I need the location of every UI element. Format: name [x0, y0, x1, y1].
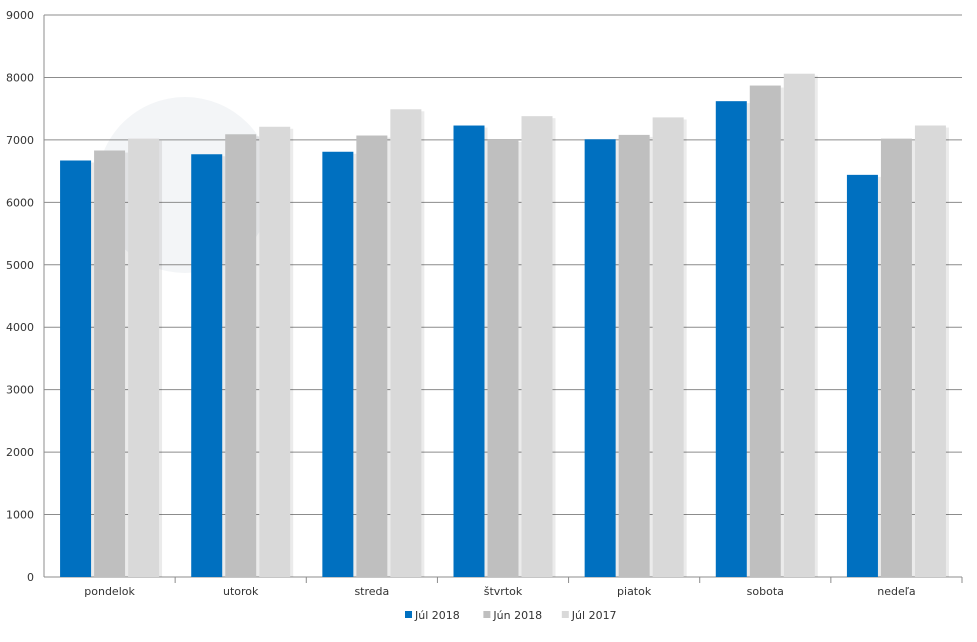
y-axis: 0 1000 2000 3000 4000 5000 6000 7000 8000 9000: [6, 9, 962, 584]
x-tick-label: štvrtok: [484, 585, 523, 598]
legend-swatch: [405, 611, 412, 618]
bar-5-0: [715, 101, 747, 577]
bar-5-2: [783, 73, 815, 577]
x-tick-label: nedeľa: [877, 585, 915, 598]
legend-label: Júl 2017: [571, 609, 617, 622]
y-tick-label: 2000: [6, 446, 34, 459]
legend-swatch: [561, 611, 569, 618]
bar-3-1: [487, 139, 519, 577]
bar-0-2: [128, 138, 160, 577]
bar-2-0: [322, 151, 354, 577]
bar-4-2: [652, 117, 684, 578]
bar-5-1: [749, 85, 781, 577]
y-tick-label: 7000: [6, 134, 34, 147]
bar-1-1: [225, 134, 257, 577]
legend-label: Jún 2018: [492, 609, 542, 622]
bar-2-2: [390, 109, 422, 578]
x-tick-label: streda: [354, 585, 389, 598]
bars: [60, 73, 949, 578]
y-tick-label: 1000: [6, 509, 34, 522]
bar-6-2: [914, 125, 946, 577]
x-tick-label: sobota: [747, 585, 784, 598]
legend-label: Júl 2018: [414, 609, 460, 622]
bar-3-2: [521, 116, 553, 577]
bar-2-1: [356, 135, 388, 578]
bar-6-1: [880, 138, 912, 577]
x-tick-label: utorok: [223, 585, 259, 598]
bar-4-1: [618, 134, 650, 578]
bar-3-0: [453, 125, 485, 577]
y-tick-label: 6000: [6, 196, 34, 209]
y-tick-label: 0: [27, 571, 34, 584]
legend: Júl 2018 Jún 2018 Júl 2017: [405, 609, 617, 622]
y-tick-label: 8000: [6, 71, 34, 84]
y-tick-label: 9000: [6, 9, 34, 22]
bar-0-0: [60, 160, 92, 578]
x-tick-label: piatok: [617, 585, 652, 598]
x-axis: pondelok utorok streda štvrtok piatok sobota n…: [84, 577, 963, 598]
legend-swatch: [483, 611, 491, 618]
bar-4-0: [584, 139, 616, 577]
y-tick-label: 4000: [6, 321, 34, 334]
bar-0-1: [94, 150, 126, 577]
y-tick-label: 5000: [6, 259, 34, 272]
bar-1-0: [191, 154, 223, 578]
y-tick-label: 3000: [6, 384, 34, 397]
bar-6-0: [846, 174, 878, 577]
x-tick-label: pondelok: [84, 585, 135, 598]
bar-1-2: [259, 126, 291, 577]
